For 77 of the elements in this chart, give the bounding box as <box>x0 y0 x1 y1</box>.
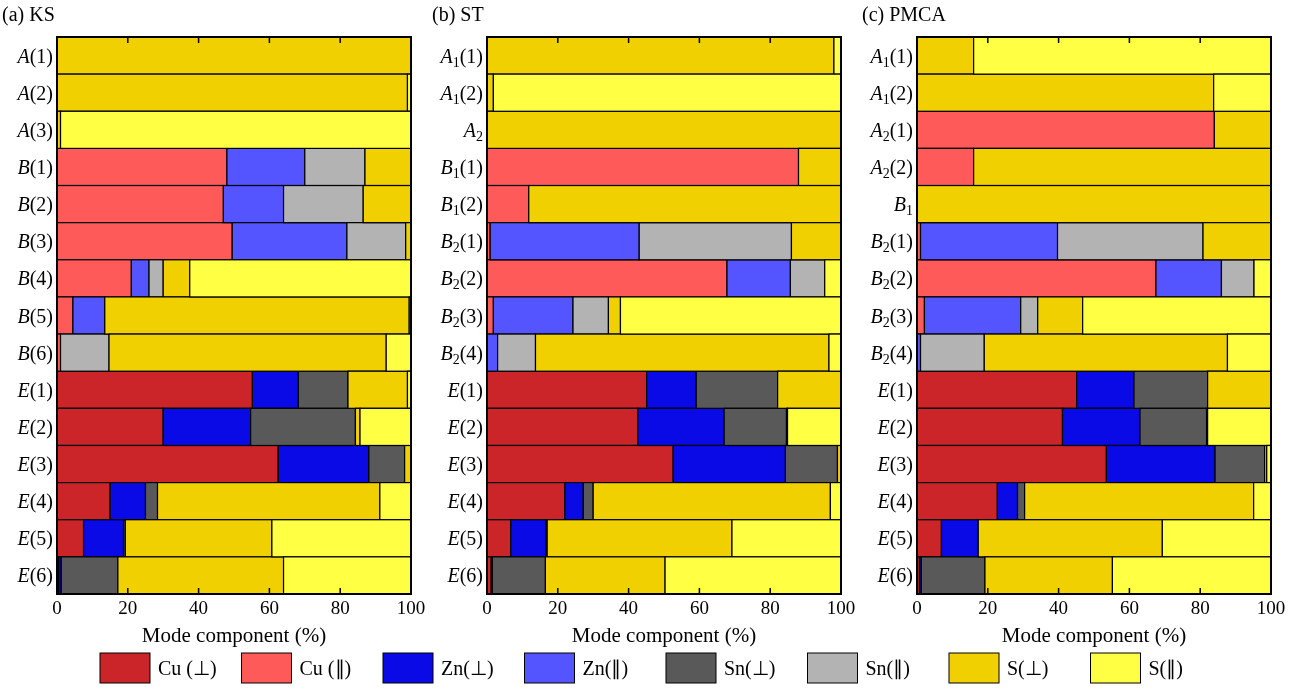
y-tick-label: E(6) <box>446 564 483 588</box>
y-tick-label: B(2) <box>17 193 53 217</box>
y-tick-label: E(6) <box>876 564 913 588</box>
x-tick-label: 60 <box>689 597 709 618</box>
x-tick-label: 20 <box>118 597 138 618</box>
y-tick-label: E(5) <box>876 527 913 551</box>
y-tick-label: A$_{2}$(2) <box>868 155 913 182</box>
y-tick-label: A$_{2}$ <box>461 118 483 145</box>
legend-label: Cu (⊥) <box>158 657 217 680</box>
y-tick-label: A(1) <box>15 44 53 68</box>
x-tick-label: 0 <box>52 597 62 618</box>
x-tick-label: 100 <box>826 597 856 618</box>
chart-title: (a) KS <box>2 3 55 26</box>
y-tick-label: B$_{2}$(1) <box>870 230 913 256</box>
x-tick-label: 0 <box>912 597 922 618</box>
x-tick-label: 80 <box>330 597 350 618</box>
legend-label: S(⊥) <box>1007 657 1049 680</box>
x-tick-label: 60 <box>259 597 279 618</box>
y-tick-label: A(3) <box>15 118 53 142</box>
y-tick-label: B(4) <box>17 267 53 291</box>
y-tick-label: B$_{2}$(2) <box>870 267 913 293</box>
y-tick-label: E(2) <box>876 415 913 439</box>
x-tick-label: 100 <box>396 597 426 618</box>
x-axis-title: Mode component (%) <box>141 623 327 647</box>
x-tick-label: 0 <box>482 597 492 618</box>
y-tick-label: A$_{1}$(1) <box>868 44 913 70</box>
x-tick-label: 80 <box>1190 597 1210 618</box>
y-tick-label: A(2) <box>15 81 53 105</box>
y-tick-label: B(3) <box>17 230 53 254</box>
y-tick-label: E(6) <box>16 564 53 588</box>
y-tick-label: E(1) <box>446 378 483 402</box>
y-tick-label: B$_{2}$(4) <box>870 341 913 367</box>
x-axis-title: Mode component (%) <box>1001 623 1187 647</box>
x-tick-label: 80 <box>760 597 780 618</box>
legend-label: S(∥) <box>1148 657 1183 680</box>
x-axis-title: Mode component (%) <box>571 623 757 647</box>
y-tick-label: B$_{2}$(1) <box>440 230 483 256</box>
y-tick-label: E(5) <box>446 527 483 551</box>
y-tick-label: E(4) <box>446 490 483 514</box>
y-tick-label: A$_{1}$(1) <box>438 44 483 70</box>
y-tick-label: E(2) <box>446 415 483 439</box>
y-tick-label: B$_{1}$(1) <box>440 155 483 182</box>
y-tick-label: A$_{1}$(2) <box>868 81 913 107</box>
legend-label: Zn(⊥) <box>441 657 494 680</box>
y-tick-label: A$_{2}$(1) <box>868 118 913 145</box>
y-tick-label: B$_{2}$(3) <box>440 304 483 330</box>
y-tick-label: E(2) <box>16 415 53 439</box>
x-tick-label: 20 <box>548 597 568 618</box>
legend-label: Cu (∥) <box>299 657 352 680</box>
x-tick-label: 60 <box>1119 597 1139 618</box>
x-tick-label: 40 <box>619 597 639 618</box>
chart-title: (c) PMCA <box>862 3 947 26</box>
y-tick-label: B$_{1}$ <box>893 193 913 219</box>
y-tick-label: E(1) <box>876 378 913 402</box>
x-tick-label: 40 <box>1049 597 1069 618</box>
legend-label: Zn(∥) <box>582 657 629 680</box>
x-tick-label: 100 <box>1256 597 1286 618</box>
y-tick-label: A$_{1}$(2) <box>438 81 483 107</box>
y-tick-label: E(4) <box>16 490 53 514</box>
y-tick-label: E(4) <box>876 490 913 514</box>
legend-label: Sn(⊥) <box>724 657 776 680</box>
x-tick-label: 20 <box>978 597 998 618</box>
y-tick-label: E(1) <box>16 378 53 402</box>
y-tick-label: B$_{1}$(2) <box>440 193 483 219</box>
y-tick-label: E(5) <box>16 527 53 551</box>
y-tick-label: B(6) <box>17 341 53 365</box>
y-tick-label: B$_{2}$(3) <box>870 304 913 330</box>
y-tick-label: B$_{2}$(4) <box>440 341 483 367</box>
y-tick-label: E(3) <box>446 453 483 477</box>
y-tick-label: B(5) <box>17 304 53 328</box>
legend-label: Sn(∥) <box>865 657 910 680</box>
y-tick-label: E(3) <box>16 453 53 477</box>
y-tick-label: B(1) <box>17 155 53 179</box>
y-tick-label: B$_{2}$(2) <box>440 267 483 293</box>
y-tick-label: E(3) <box>876 453 913 477</box>
chart-title: (b) ST <box>432 3 484 26</box>
x-tick-label: 40 <box>189 597 209 618</box>
